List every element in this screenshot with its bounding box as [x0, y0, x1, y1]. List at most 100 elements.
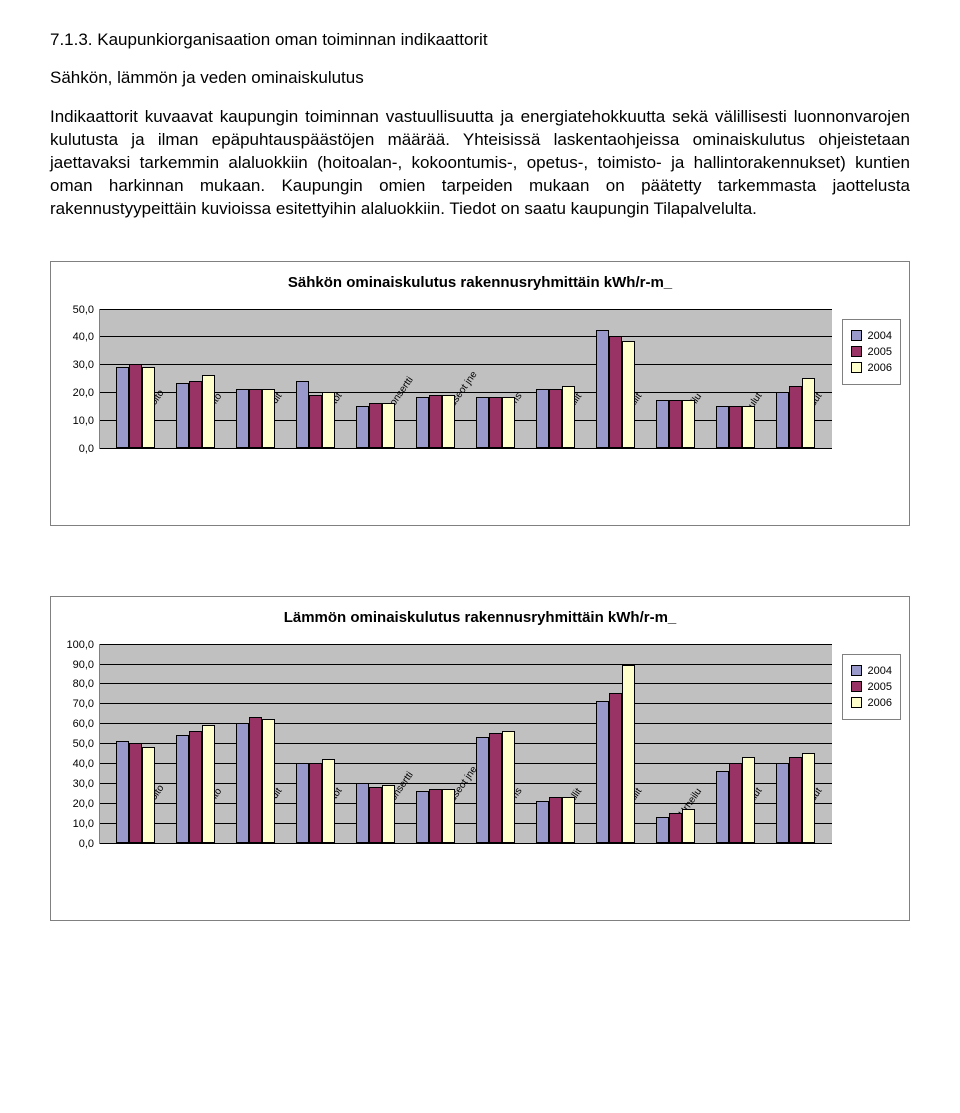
bar-group — [416, 789, 455, 843]
bar — [476, 397, 489, 447]
y-tick-label: 0,0 — [79, 838, 100, 850]
bar — [549, 797, 562, 843]
bar — [669, 400, 682, 448]
bar — [789, 757, 802, 843]
chart-legend: 2004 2005 2006 — [842, 654, 901, 720]
bar — [142, 367, 155, 448]
y-tick-label: 70,0 — [73, 698, 100, 710]
bar — [502, 397, 515, 447]
body-paragraph: Indikaattorit kuvaavat kaupungin toiminn… — [50, 106, 910, 221]
bar — [249, 389, 262, 448]
bar — [562, 797, 575, 843]
y-tick-label: 10,0 — [73, 415, 100, 427]
bar-group — [776, 753, 815, 843]
bar — [129, 364, 142, 448]
bar — [142, 747, 155, 843]
bar — [356, 783, 369, 843]
y-tick-label: 100,0 — [66, 639, 100, 651]
legend-item: 2006 — [851, 697, 892, 709]
chart-title: Sähkön ominaiskulutus rakennusryhmittäin… — [59, 274, 901, 291]
bar-group — [476, 397, 515, 447]
bar — [742, 406, 755, 448]
chart-electricity: Sähkön ominaiskulutus rakennusryhmittäin… — [50, 261, 910, 526]
bar — [609, 336, 622, 448]
bar-group — [116, 741, 155, 843]
bar — [729, 406, 742, 448]
bar — [369, 403, 382, 448]
bar-group — [776, 378, 815, 448]
bar — [562, 386, 575, 448]
bar — [129, 743, 142, 843]
bar-group — [536, 797, 575, 843]
subtitle: Sähkön, lämmön ja veden ominaiskulutus — [50, 68, 910, 88]
bar — [262, 389, 275, 448]
legend-swatch — [851, 697, 862, 708]
bar — [116, 367, 129, 448]
chart-heat: Lämmön ominaiskulutus rakennusryhmittäin… — [50, 596, 910, 921]
bar-group — [236, 389, 275, 448]
legend-item: 2006 — [851, 362, 892, 374]
y-tick-label: 20,0 — [73, 387, 100, 399]
bar — [442, 789, 455, 843]
bar — [262, 719, 275, 843]
bar — [249, 717, 262, 843]
y-tick-label: 30,0 — [73, 359, 100, 371]
bar-group — [116, 364, 155, 448]
bar — [369, 787, 382, 843]
legend-item: 2004 — [851, 665, 892, 677]
bar — [489, 397, 502, 447]
bar-group — [596, 665, 635, 843]
bar — [309, 763, 322, 843]
legend-label: 2006 — [868, 697, 892, 709]
bar — [549, 389, 562, 448]
chart-x-labels: TerveydenhoitoHuoltoPäiväkoditToimistotT… — [99, 449, 832, 519]
y-tick-label: 90,0 — [73, 659, 100, 671]
bar — [296, 763, 309, 843]
bar — [189, 381, 202, 448]
bar-group — [356, 783, 395, 843]
bar — [189, 731, 202, 843]
y-tick-label: 50,0 — [73, 738, 100, 750]
legend-swatch — [851, 681, 862, 692]
bar-group — [716, 757, 755, 843]
legend-swatch — [851, 665, 862, 676]
bar — [416, 791, 429, 843]
y-tick-label: 40,0 — [73, 331, 100, 343]
gridline: 0,0 — [100, 448, 832, 449]
bar — [622, 665, 635, 843]
bar — [382, 785, 395, 843]
legend-label: 2004 — [868, 665, 892, 677]
bar — [309, 395, 322, 448]
bar-group — [476, 731, 515, 843]
legend-swatch — [851, 362, 862, 373]
legend-label: 2005 — [868, 681, 892, 693]
chart-plot-area: 0,010,020,030,040,050,060,070,080,090,01… — [99, 644, 832, 844]
bar-group — [656, 400, 695, 448]
bar — [802, 753, 815, 843]
bar — [176, 735, 189, 843]
gridline: 0,0 — [100, 843, 832, 844]
bar-group — [176, 725, 215, 843]
y-tick-label: 50,0 — [73, 304, 100, 316]
bar — [356, 406, 369, 448]
bar — [776, 763, 789, 843]
bar-group — [176, 375, 215, 448]
y-tick-label: 60,0 — [73, 718, 100, 730]
y-tick-label: 40,0 — [73, 758, 100, 770]
bar — [682, 809, 695, 843]
chart-x-labels: TerveydenhoitoHuoltoPäiväkoditToimistotT… — [99, 844, 832, 914]
bars-container — [100, 644, 832, 843]
legend-item: 2005 — [851, 346, 892, 358]
bar-group — [596, 330, 635, 448]
legend-item: 2005 — [851, 681, 892, 693]
bar — [596, 701, 609, 843]
section-number: 7.1.3. Kaupunkiorganisaation oman toimin… — [50, 30, 910, 50]
legend-label: 2006 — [868, 362, 892, 374]
chart-legend: 200420052006 — [842, 319, 901, 385]
bar — [429, 789, 442, 843]
bar — [776, 392, 789, 448]
bar — [382, 403, 395, 448]
bar-group — [656, 809, 695, 843]
y-tick-label: 20,0 — [73, 798, 100, 810]
bar — [429, 395, 442, 448]
